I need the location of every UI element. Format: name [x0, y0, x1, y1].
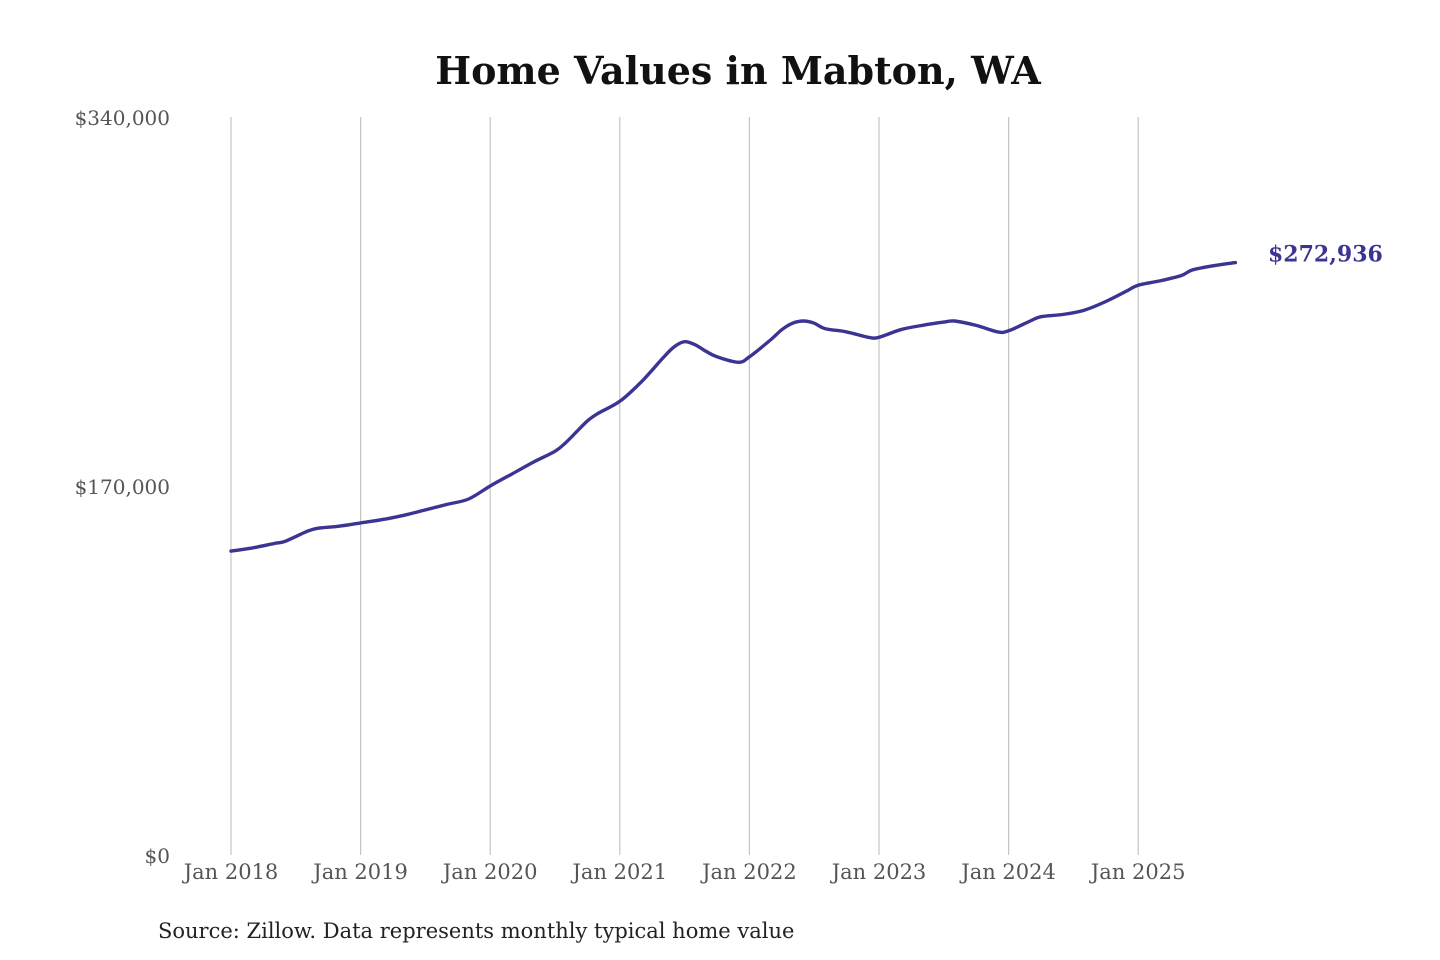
x-tick-label: Jan 2022: [700, 860, 797, 884]
series-layer: [229, 260, 1238, 553]
x-tick-label: Jan 2021: [571, 860, 668, 884]
chart-title: Home Values in Mabton, WA: [435, 48, 1041, 93]
last-value-label: $272,936: [1268, 242, 1383, 268]
x-tick-label: Jan 2019: [311, 860, 408, 884]
source-note: Source: Zillow. Data represents monthly …: [158, 919, 794, 943]
x-tick-label: Jan 2018: [182, 860, 279, 884]
y-tick-label: $170,000: [75, 475, 170, 499]
x-axis-ticks: Jan 2018 Jan 2019 Jan 2020 Jan 2021 Jan 2022…: [182, 860, 1186, 884]
y-tick-label: $0: [145, 844, 170, 868]
y-tick-label: $340,000: [75, 106, 170, 130]
x-tick-label: Jan 2024: [959, 860, 1056, 884]
gridlines: [230, 117, 1139, 855]
x-tick-label: Jan 2020: [441, 860, 538, 884]
x-tick-label: Jan 2023: [830, 860, 927, 884]
y-axis-ticks: $0 $170,000 $340,000: [75, 106, 170, 868]
x-tick-label: Jan 2025: [1089, 860, 1186, 884]
home-value-line: [229, 260, 1238, 553]
